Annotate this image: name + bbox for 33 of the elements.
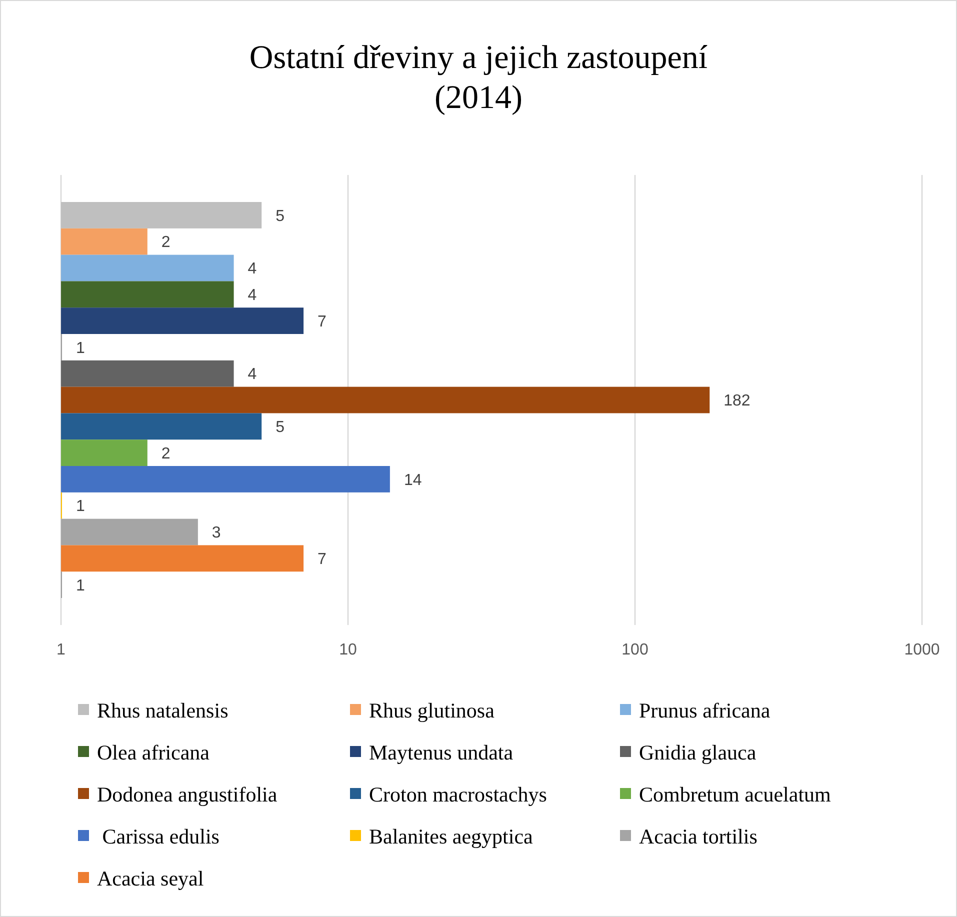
chart-title: Ostatní dřeviny a jejich zastoupení (2014) <box>249 40 708 116</box>
data-label: 5 <box>276 419 285 436</box>
legend-label: Olea africana <box>97 740 210 764</box>
data-label: 14 <box>404 472 422 489</box>
legend-label: Prunus africana <box>639 698 771 722</box>
legend-label: Rhus natalensis <box>97 698 228 722</box>
x-tick-label: 1 <box>56 641 66 658</box>
legend-label: Croton macrostachys <box>369 782 547 806</box>
data-label: 7 <box>318 551 327 568</box>
data-label: 1 <box>76 498 85 516</box>
data-label: 5 <box>276 208 285 225</box>
legend-label: Acacia tortilis <box>639 824 758 848</box>
data-label: 182 <box>724 392 750 410</box>
data-label: 1 <box>76 340 85 357</box>
data-label: 4 <box>248 260 257 278</box>
x-tick-label: 100 <box>622 641 648 658</box>
legend-label: Gnidia glauca <box>639 740 757 764</box>
legend-label: Maytenus undata <box>369 740 514 764</box>
data-label: 4 <box>248 366 257 384</box>
x-tick-label: 10 <box>339 641 357 658</box>
legend-label: Balanites aegyptica <box>369 824 534 848</box>
data-label: 2 <box>161 445 170 462</box>
legend-label: Carissa edulis <box>97 824 220 848</box>
data-label: 3 <box>212 524 221 542</box>
legend-label: Acacia seyal <box>97 866 204 890</box>
data-label: 7 <box>318 313 327 330</box>
legend-label: Dodonea angustifolia <box>97 782 278 806</box>
legend-label: Combretum acuelatum <box>639 782 831 806</box>
x-tick-label: 1000 <box>904 641 940 658</box>
data-label: 1 <box>76 577 85 594</box>
legend-label: Rhus glutinosa <box>369 698 496 722</box>
data-label: 2 <box>161 234 170 252</box>
data-label: 4 <box>248 287 257 304</box>
